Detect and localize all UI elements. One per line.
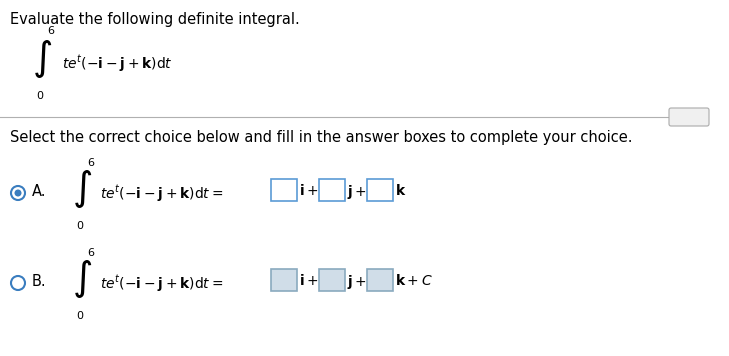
Text: $\mathbf{k}$: $\mathbf{k}$ — [395, 183, 406, 198]
Text: $\int$: $\int$ — [72, 258, 92, 300]
Text: $\mathbf{k}+C$: $\mathbf{k}+C$ — [395, 273, 433, 288]
Text: 0: 0 — [36, 91, 43, 101]
Text: $te^t(-\mathbf{i}-\mathbf{j}+\mathbf{k})\mathrm{d}t=$: $te^t(-\mathbf{i}-\mathbf{j}+\mathbf{k})… — [100, 183, 223, 204]
FancyBboxPatch shape — [367, 179, 393, 201]
FancyBboxPatch shape — [319, 269, 345, 291]
Text: 0: 0 — [76, 311, 83, 321]
Text: 6: 6 — [87, 248, 94, 258]
Text: 0: 0 — [76, 221, 83, 231]
Text: $\int$: $\int$ — [72, 168, 92, 210]
Text: B.: B. — [32, 274, 47, 289]
FancyBboxPatch shape — [367, 269, 393, 291]
FancyBboxPatch shape — [271, 179, 297, 201]
Text: A.: A. — [32, 184, 47, 199]
Text: ···: ··· — [685, 112, 693, 122]
Text: 6: 6 — [47, 26, 54, 36]
Circle shape — [15, 189, 21, 197]
Text: $\int$: $\int$ — [32, 38, 52, 80]
FancyBboxPatch shape — [271, 269, 297, 291]
Text: $te^t(-\mathbf{i}-\mathbf{j}+\mathbf{k})\mathrm{d}t=$: $te^t(-\mathbf{i}-\mathbf{j}+\mathbf{k})… — [100, 273, 223, 294]
Text: Evaluate the following definite integral.: Evaluate the following definite integral… — [10, 12, 300, 27]
Text: $te^t(-\mathbf{i}-\mathbf{j}+\mathbf{k})\mathrm{d}t$: $te^t(-\mathbf{i}-\mathbf{j}+\mathbf{k})… — [62, 53, 173, 74]
Text: Select the correct choice below and fill in the answer boxes to complete your ch: Select the correct choice below and fill… — [10, 130, 633, 145]
Text: $\mathbf{j}+$: $\mathbf{j}+$ — [347, 183, 367, 201]
FancyBboxPatch shape — [319, 179, 345, 201]
FancyBboxPatch shape — [669, 108, 709, 126]
Text: 6: 6 — [87, 158, 94, 168]
Circle shape — [11, 276, 25, 290]
Text: $\mathbf{i}+$: $\mathbf{i}+$ — [299, 183, 319, 198]
Text: $\mathbf{j}+$: $\mathbf{j}+$ — [347, 273, 367, 291]
Text: $\mathbf{i}+$: $\mathbf{i}+$ — [299, 273, 319, 288]
Circle shape — [11, 186, 25, 200]
